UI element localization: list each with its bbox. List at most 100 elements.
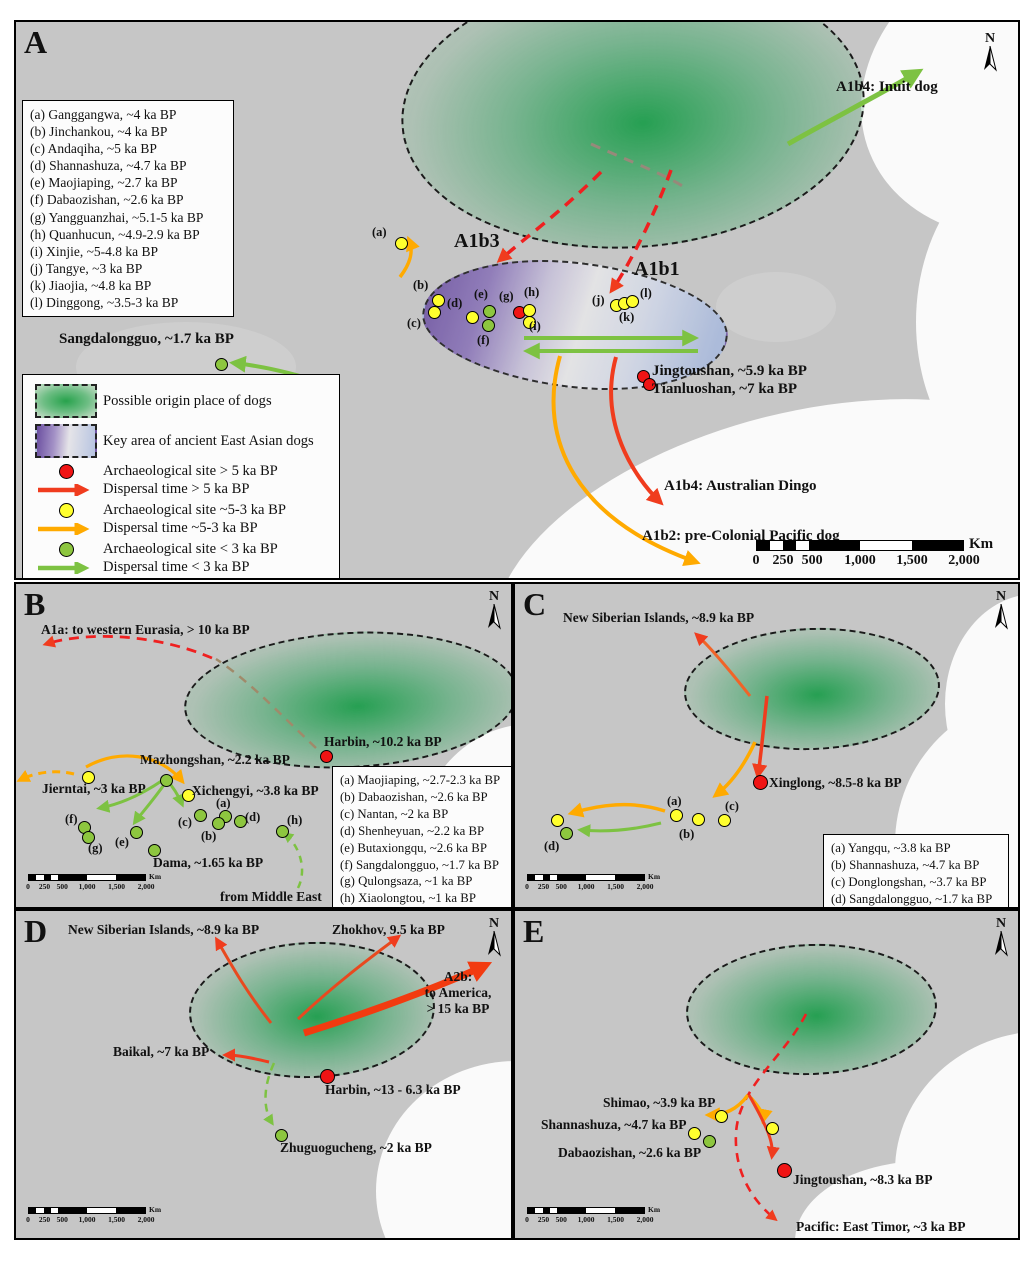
legend-row-origin: Possible origin place of dogs — [29, 384, 333, 418]
label-jierntai: Jierntai, ~3 ka BP — [42, 781, 146, 796]
site-dot-xinglong — [753, 775, 768, 790]
label-inuit-dog: A1b4: Inuit dog — [836, 79, 938, 95]
site-list-item: (a) Ganggangwa, ~4 ka BP — [30, 107, 177, 122]
site-list-item: (f) Dabaozishan, ~2.6 ka BP — [30, 192, 184, 208]
scale-bar-segments — [527, 874, 645, 881]
key-area-patch-icon — [35, 424, 97, 458]
label-shannashuza: Shannashuza, ~4.7 ka BP — [541, 1117, 687, 1132]
scale-tick: 1,500 — [607, 1215, 624, 1224]
scale-bar-segments — [756, 540, 964, 551]
compass-n-label: N — [488, 916, 500, 931]
site-dot-jingtoushan — [777, 1163, 792, 1178]
scale-tick: 1,000 — [577, 1215, 595, 1224]
panel-letter-e: E — [523, 913, 545, 949]
scale-tick: 500 — [555, 1215, 567, 1224]
label-shimao: Shimao, ~3.9 ka BP — [603, 1095, 716, 1110]
legend-row-site-gt5: Archaeological site > 5 ka BP — [29, 463, 333, 480]
legend-box: Possible origin place of dogs Key area o… — [22, 374, 340, 578]
compass: N — [978, 32, 1002, 77]
scale-tick: 1,000 — [78, 882, 96, 891]
label-a2b-line2: to America, — [424, 985, 492, 1001]
marker-letter: (c) — [407, 316, 421, 330]
label-sangdalongguo: Sangdalongguo, ~1.7 ka BP — [59, 331, 234, 347]
legend-row-site-53: Archaeological site ~5-3 ka BP — [29, 502, 333, 519]
legend-row-disp-53: Dispersal time ~5-3 ka BP — [29, 520, 333, 537]
scale-tick: 0 — [752, 553, 760, 568]
compass-needle-icon — [995, 603, 1008, 630]
origin-area-blob — [391, 22, 875, 264]
scale-tick: 0 — [26, 882, 30, 891]
scale-tick: 250 — [38, 882, 51, 891]
site-dot-g — [82, 831, 95, 844]
site-dot-a — [395, 237, 408, 250]
panel-a-map: A N A1b3 A1b1 A1b4: Inuit dog A1b4: Aust… — [14, 20, 1020, 580]
scale-tick: 1,000 — [577, 882, 595, 891]
site-list-item: (d) Shenheyuan, ~2.2 ka BP — [340, 823, 485, 838]
scale-tick: 250 — [772, 553, 794, 568]
label-jingtoushan: Jingtoushan, ~5.9 ka BP — [652, 363, 807, 379]
label-mazhongshan: Mazhongshan, ~2.2 ka BP — [140, 752, 290, 767]
origin-area-blob — [683, 939, 940, 1080]
marker-letter: (d) — [447, 296, 463, 310]
site-list-item: (a) Maojiaping, ~2.7-2.3 ka BP — [340, 773, 501, 787]
legend-row-keyarea: Key area of ancient East Asian dogs — [29, 424, 333, 458]
site-dot-b — [692, 813, 705, 826]
scale-tick: 0 — [525, 882, 529, 891]
label-zhuguogucheng: Zhuguogucheng, ~2 ka BP — [280, 1140, 432, 1155]
label-a1a: A1a: to western Eurasia, > 10 ka BP — [41, 622, 250, 637]
legend-label: Key area of ancient East Asian dogs — [103, 432, 314, 449]
label-zhokhov: Zhokhov, 9.5 ka BP — [332, 922, 445, 937]
orange-arrow-icon — [38, 522, 90, 535]
scale-unit: Km — [648, 872, 661, 881]
scale-tick: 2,000 — [948, 553, 980, 568]
marker-letter: (i) — [529, 319, 541, 333]
scale-labels: 0 250 500 1,000 1,500 2,000 — [525, 1215, 653, 1224]
site-list-item: (c) Nantan, ~2 ka BP — [340, 806, 449, 821]
compass: N — [989, 590, 1013, 635]
label-a2b-line1: A2b: — [443, 969, 473, 984]
site-list-box-b: (a) Maojiaping, ~2.7-2.3 ka BP (b) Dabao… — [332, 766, 511, 907]
scale-bar-segments — [527, 1207, 645, 1214]
marker-letter: (g) — [499, 289, 514, 303]
legend-row-disp-lt3: Dispersal time < 3 ka BP — [29, 559, 333, 576]
yellow-site-dot-icon — [58, 503, 74, 518]
clade-label-a1b1: A1b1 — [634, 258, 680, 280]
site-list-item: (e) Maojiaping, ~2.7 ka BP — [30, 175, 178, 191]
label-xichengyi: Xichengyi, ~3.8 ka BP — [192, 783, 319, 798]
marker-letter: (a) — [216, 796, 231, 810]
compass-needle-icon — [488, 603, 501, 630]
marker-letter: (l) — [640, 286, 652, 300]
marker-letter: (e) — [474, 287, 488, 301]
scale-tick: 2,000 — [636, 882, 654, 891]
marker-letter: (b) — [679, 827, 695, 841]
scale-tick: 0 — [525, 1215, 529, 1224]
scale-tick: 250 — [38, 1215, 51, 1224]
site-dot-c — [194, 809, 207, 822]
marker-letter: (g) — [88, 841, 103, 855]
site-list-item: (c) Donglongshan, ~3.7 ka BP — [831, 874, 987, 889]
site-list-box-c: (a) Yangqu, ~3.8 ka BP (b) Shannashuza, … — [823, 834, 1009, 907]
label-pacific-east-timor: Pacific: East Timor, ~3 ka BP — [796, 1219, 966, 1234]
site-dot-c — [428, 306, 441, 319]
scale-unit: Km — [149, 872, 162, 881]
marker-letter: (c) — [178, 815, 192, 829]
scale-labels: 0 250 500 1,000 1,500 2,000 — [26, 882, 154, 891]
site-dot-shimao — [715, 1110, 728, 1123]
site-list-item: (h) Quanhucun, ~4.9-2.9 ka BP — [30, 226, 200, 242]
site-dot-b — [212, 817, 225, 830]
scale-tick: 500 — [56, 1215, 68, 1224]
marker-letter: (k) — [619, 310, 635, 324]
site-list-item: (k) Jiaojia, ~4.8 ka BP — [30, 277, 152, 293]
site-dot-harbin — [320, 1069, 335, 1084]
legend-label: Archaeological site ~5-3 ka BP — [103, 502, 286, 518]
panel-c-map: C N New Siberian Islands, ~8.9 ka BP Xin… — [513, 582, 1020, 909]
site-list-item: (i) Xinjie, ~5-4.8 ka BP — [30, 243, 159, 259]
legend-label: Dispersal time > 5 ka BP — [103, 481, 250, 497]
marker-letter: (j) — [592, 293, 605, 307]
scale-tick: 1,500 — [607, 882, 624, 891]
compass-needle-icon — [995, 930, 1008, 957]
site-list-item: (e) Butaxiongqu, ~2.6 ka BP — [340, 840, 487, 855]
site-list-item: (f) Sangdalongguo, ~1.7 ka BP — [340, 857, 500, 872]
scale-bar-segments — [28, 874, 146, 881]
site-dot-dama — [148, 844, 161, 857]
